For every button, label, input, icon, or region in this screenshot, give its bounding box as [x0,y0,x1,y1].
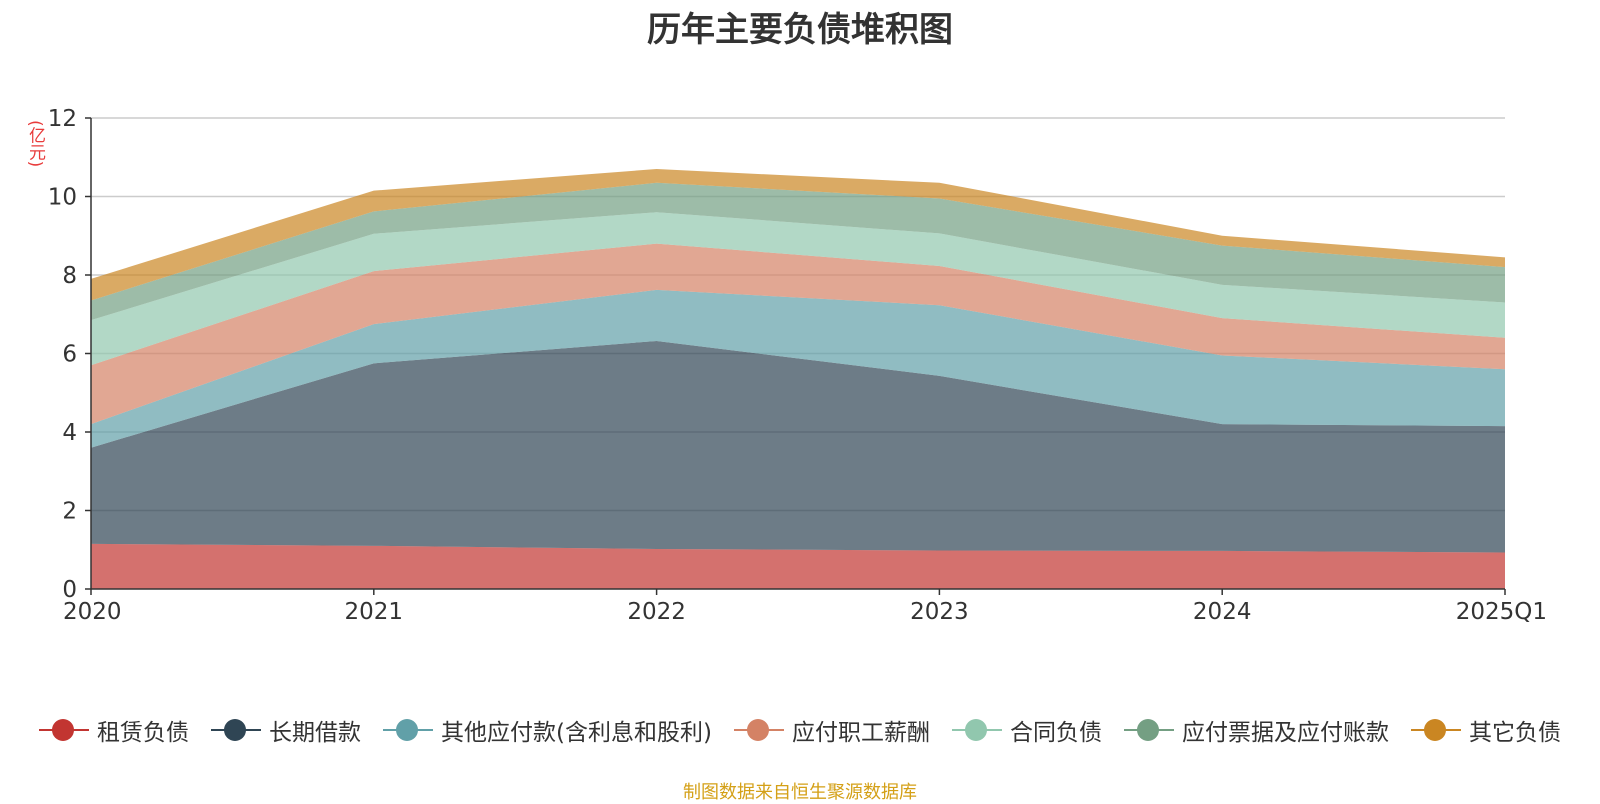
x-tick-label: 2022 [627,599,686,625]
data-source-note: 制图数据来自恒生聚源数据库 [683,782,917,803]
legend-marker-icon [733,718,784,742]
y-tick-label: 2 [62,499,77,525]
legend-label: 其它负债 [1468,720,1561,746]
legend-item[interactable]: 长期借款 [211,713,361,747]
legend-label: 应付职工薪酬 [791,720,930,746]
y-tick-label: 10 [48,185,77,211]
area-series-0 [91,543,1505,589]
legend-item[interactable]: 应付票据及应付账款 [1123,713,1389,747]
area-series-2 [91,289,1505,448]
area-series-1 [91,340,1505,553]
legend-item[interactable]: 其他应付款(含利息和股利) [383,713,712,747]
area-series-4 [91,212,1505,366]
y-tick-label: 6 [62,342,77,368]
area-series-3 [91,243,1505,425]
x-tick-label: 2020 [63,599,122,625]
legend-label: 其他应付款(含利息和股利) [441,720,712,746]
area-series-6 [91,169,1505,301]
y-tick-label: 0 [62,577,77,603]
legend-marker-icon [211,718,262,742]
chart-title: 历年主要负债堆积图 [647,10,953,50]
legend-marker-icon [1123,718,1174,742]
legend-label: 长期借款 [269,720,362,746]
legend-item[interactable]: 应付职工薪酬 [733,713,930,747]
legend-marker-icon [383,718,434,742]
legend-label: 租赁负债 [97,720,190,746]
legend: 租赁负债 长期借款 其他应付款(含利息和股利) 应付职工薪酬 合同负债 应付票据及应付账款… [0,710,1600,750]
legend-label: 应付票据及应付账款 [1181,720,1389,746]
area-series [91,169,1505,589]
legend-item[interactable]: 租赁负债 [39,713,189,747]
x-tick-label: 2024 [1193,599,1252,625]
legend-label: 合同负债 [1009,720,1102,746]
y-tick-label: 8 [62,263,77,289]
area-series-5 [91,182,1505,321]
legend-marker-icon [1410,718,1461,742]
legend-item[interactable]: 合同负债 [951,713,1102,747]
x-tick-label: 2023 [910,599,969,625]
axes: 0 2 4 6 8 10 12 2020 2021 2022 2023 2024 2025Q1 [48,106,1547,625]
y-tick-label: 4 [62,420,77,446]
x-tick-label: 2021 [345,599,404,625]
y-axis-unit-label: (亿元) [25,120,45,168]
stacked-area-chart: 0 2 4 6 8 10 12 2020 2021 2022 2023 2024 2025Q1 [48,106,1547,625]
legend-item[interactable]: 其它负债 [1410,713,1561,747]
x-tick-label: 2025Q1 [1456,599,1547,625]
legend-marker-icon [951,718,1002,742]
legend-marker-icon [39,718,90,742]
y-tick-label: 12 [48,106,77,132]
